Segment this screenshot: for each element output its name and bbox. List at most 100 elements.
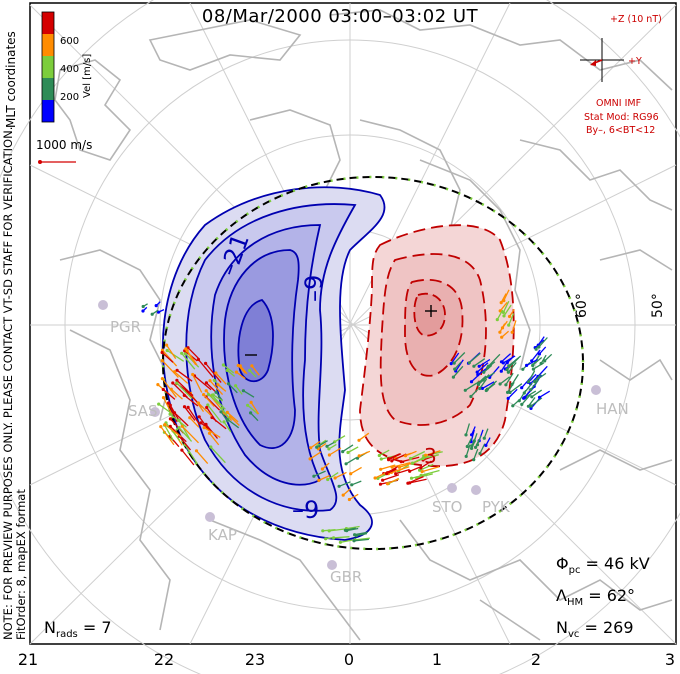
velocity-vector-origin (225, 410, 229, 414)
velocity-vector (473, 448, 479, 460)
velocity-vector-origin (338, 540, 342, 544)
velocity-vector (243, 390, 255, 398)
velocity-vector (166, 349, 185, 362)
velocity-vector (342, 444, 354, 453)
velocity-vector (482, 381, 495, 389)
velocity-vector (181, 449, 195, 466)
velocity-vector-origin (506, 390, 510, 394)
velocity-vector (378, 449, 390, 457)
velocity-vector (530, 397, 543, 407)
velocity-vector-origin (226, 382, 231, 386)
velocity-vector-origin (202, 426, 206, 430)
velocity-vector (181, 352, 196, 370)
velocity-vector (338, 481, 351, 487)
velocity-vector (453, 352, 466, 364)
radar-site-markers (98, 300, 601, 570)
velocity-vector-origin (385, 472, 389, 476)
imf-condition: By–, 6<BT<12 (586, 125, 656, 136)
velocity-vector-origin (469, 394, 473, 399)
velocity-vector-origin (308, 457, 312, 461)
velocity-vector (329, 447, 342, 456)
velocity-vector-origin (451, 375, 455, 379)
velocity-vector (333, 536, 350, 539)
velocity-vector-origin (530, 395, 534, 399)
velocity-vector-origin (161, 387, 165, 392)
velocity-vector (527, 370, 536, 383)
velocity-vector (197, 402, 213, 417)
velocity-vector-origin (525, 363, 529, 367)
velocity-vector (468, 352, 481, 364)
velocity-vector (217, 384, 227, 392)
velocity-vector-origin (409, 476, 414, 480)
velocity-vector-origin (537, 352, 542, 356)
velocity-vector (317, 439, 327, 447)
velocity-vector-origin (498, 382, 502, 386)
velocity-vector-origin (312, 474, 316, 478)
velocity-vector (526, 358, 539, 366)
velocity-vector (391, 453, 407, 462)
velocity-vector (210, 446, 226, 464)
velocity-vector (505, 372, 514, 386)
velocity-vector (250, 412, 259, 422)
velocity-vector-origin (321, 529, 325, 533)
velocity-vector (207, 404, 223, 423)
velocity-vector (327, 472, 339, 481)
radar-site-gbr: GBR (330, 568, 363, 586)
velocity-vector (160, 426, 175, 446)
velocity-vector (465, 444, 471, 457)
velocity-vector (540, 354, 547, 364)
velocity-vector-origin (180, 424, 184, 428)
dusk-cell-core (237, 298, 274, 383)
velocity-vector-origin (208, 379, 212, 383)
velocity-vector (500, 293, 507, 303)
velocity-vector-origin (160, 359, 164, 363)
velocity-vector (486, 380, 498, 390)
velocity-vector-origin (349, 472, 353, 476)
velocity-vector (223, 421, 232, 433)
velocity-vector (247, 404, 259, 415)
velocity-vector (162, 397, 173, 415)
velocity-vector (227, 418, 240, 429)
velocity-vector (537, 336, 545, 346)
velocity-vector-origin (327, 447, 331, 451)
velocity-vector-origin (350, 483, 354, 487)
velocity-vector (354, 537, 370, 541)
velocity-vector (452, 365, 464, 378)
velocity-vector (470, 389, 479, 397)
velocity-vector (421, 466, 440, 473)
velocity-vector-origin (196, 401, 200, 405)
velocity-vector (476, 435, 482, 446)
velocity-vector (183, 394, 199, 407)
velocity-vector-origin (394, 472, 398, 476)
velocity-vector-origin (507, 323, 511, 327)
velocity-vector-origin (501, 361, 505, 365)
velocity-vector (176, 382, 193, 400)
velocity-vector-origin (161, 396, 166, 400)
velocity-vector-origin (168, 412, 172, 416)
velocity-vector-origin (160, 350, 164, 355)
hm-boundary-latitude: ΛHM = 62° (556, 586, 635, 608)
velocity-vector-origin (495, 318, 499, 322)
lambda-symbol: Λ (556, 586, 567, 605)
velocity-vector-origin (175, 368, 179, 372)
velocity-vector (205, 362, 222, 383)
velocity-vector (412, 455, 427, 464)
velocity-vector-origin (403, 454, 408, 458)
velocity-vector (502, 300, 510, 313)
velocity-vector (192, 374, 203, 393)
lambda-subscript: HM (566, 597, 584, 609)
lambda-value: = 62° (588, 586, 636, 605)
velocity-vector-origin (381, 478, 385, 482)
velocity-vector-origin (204, 381, 208, 385)
velocity-vector (178, 427, 193, 442)
radar-site-sto: STO (432, 498, 463, 516)
velocity-vector (410, 450, 426, 460)
velocity-vector-origin (332, 536, 336, 540)
velocity-vector (184, 444, 198, 464)
vector-scale-bar (38, 160, 76, 164)
velocity-vector (228, 383, 238, 394)
velocity-vector-origin (355, 456, 360, 460)
velocity-vector (322, 528, 336, 532)
velocity-vector-origin (539, 361, 543, 366)
